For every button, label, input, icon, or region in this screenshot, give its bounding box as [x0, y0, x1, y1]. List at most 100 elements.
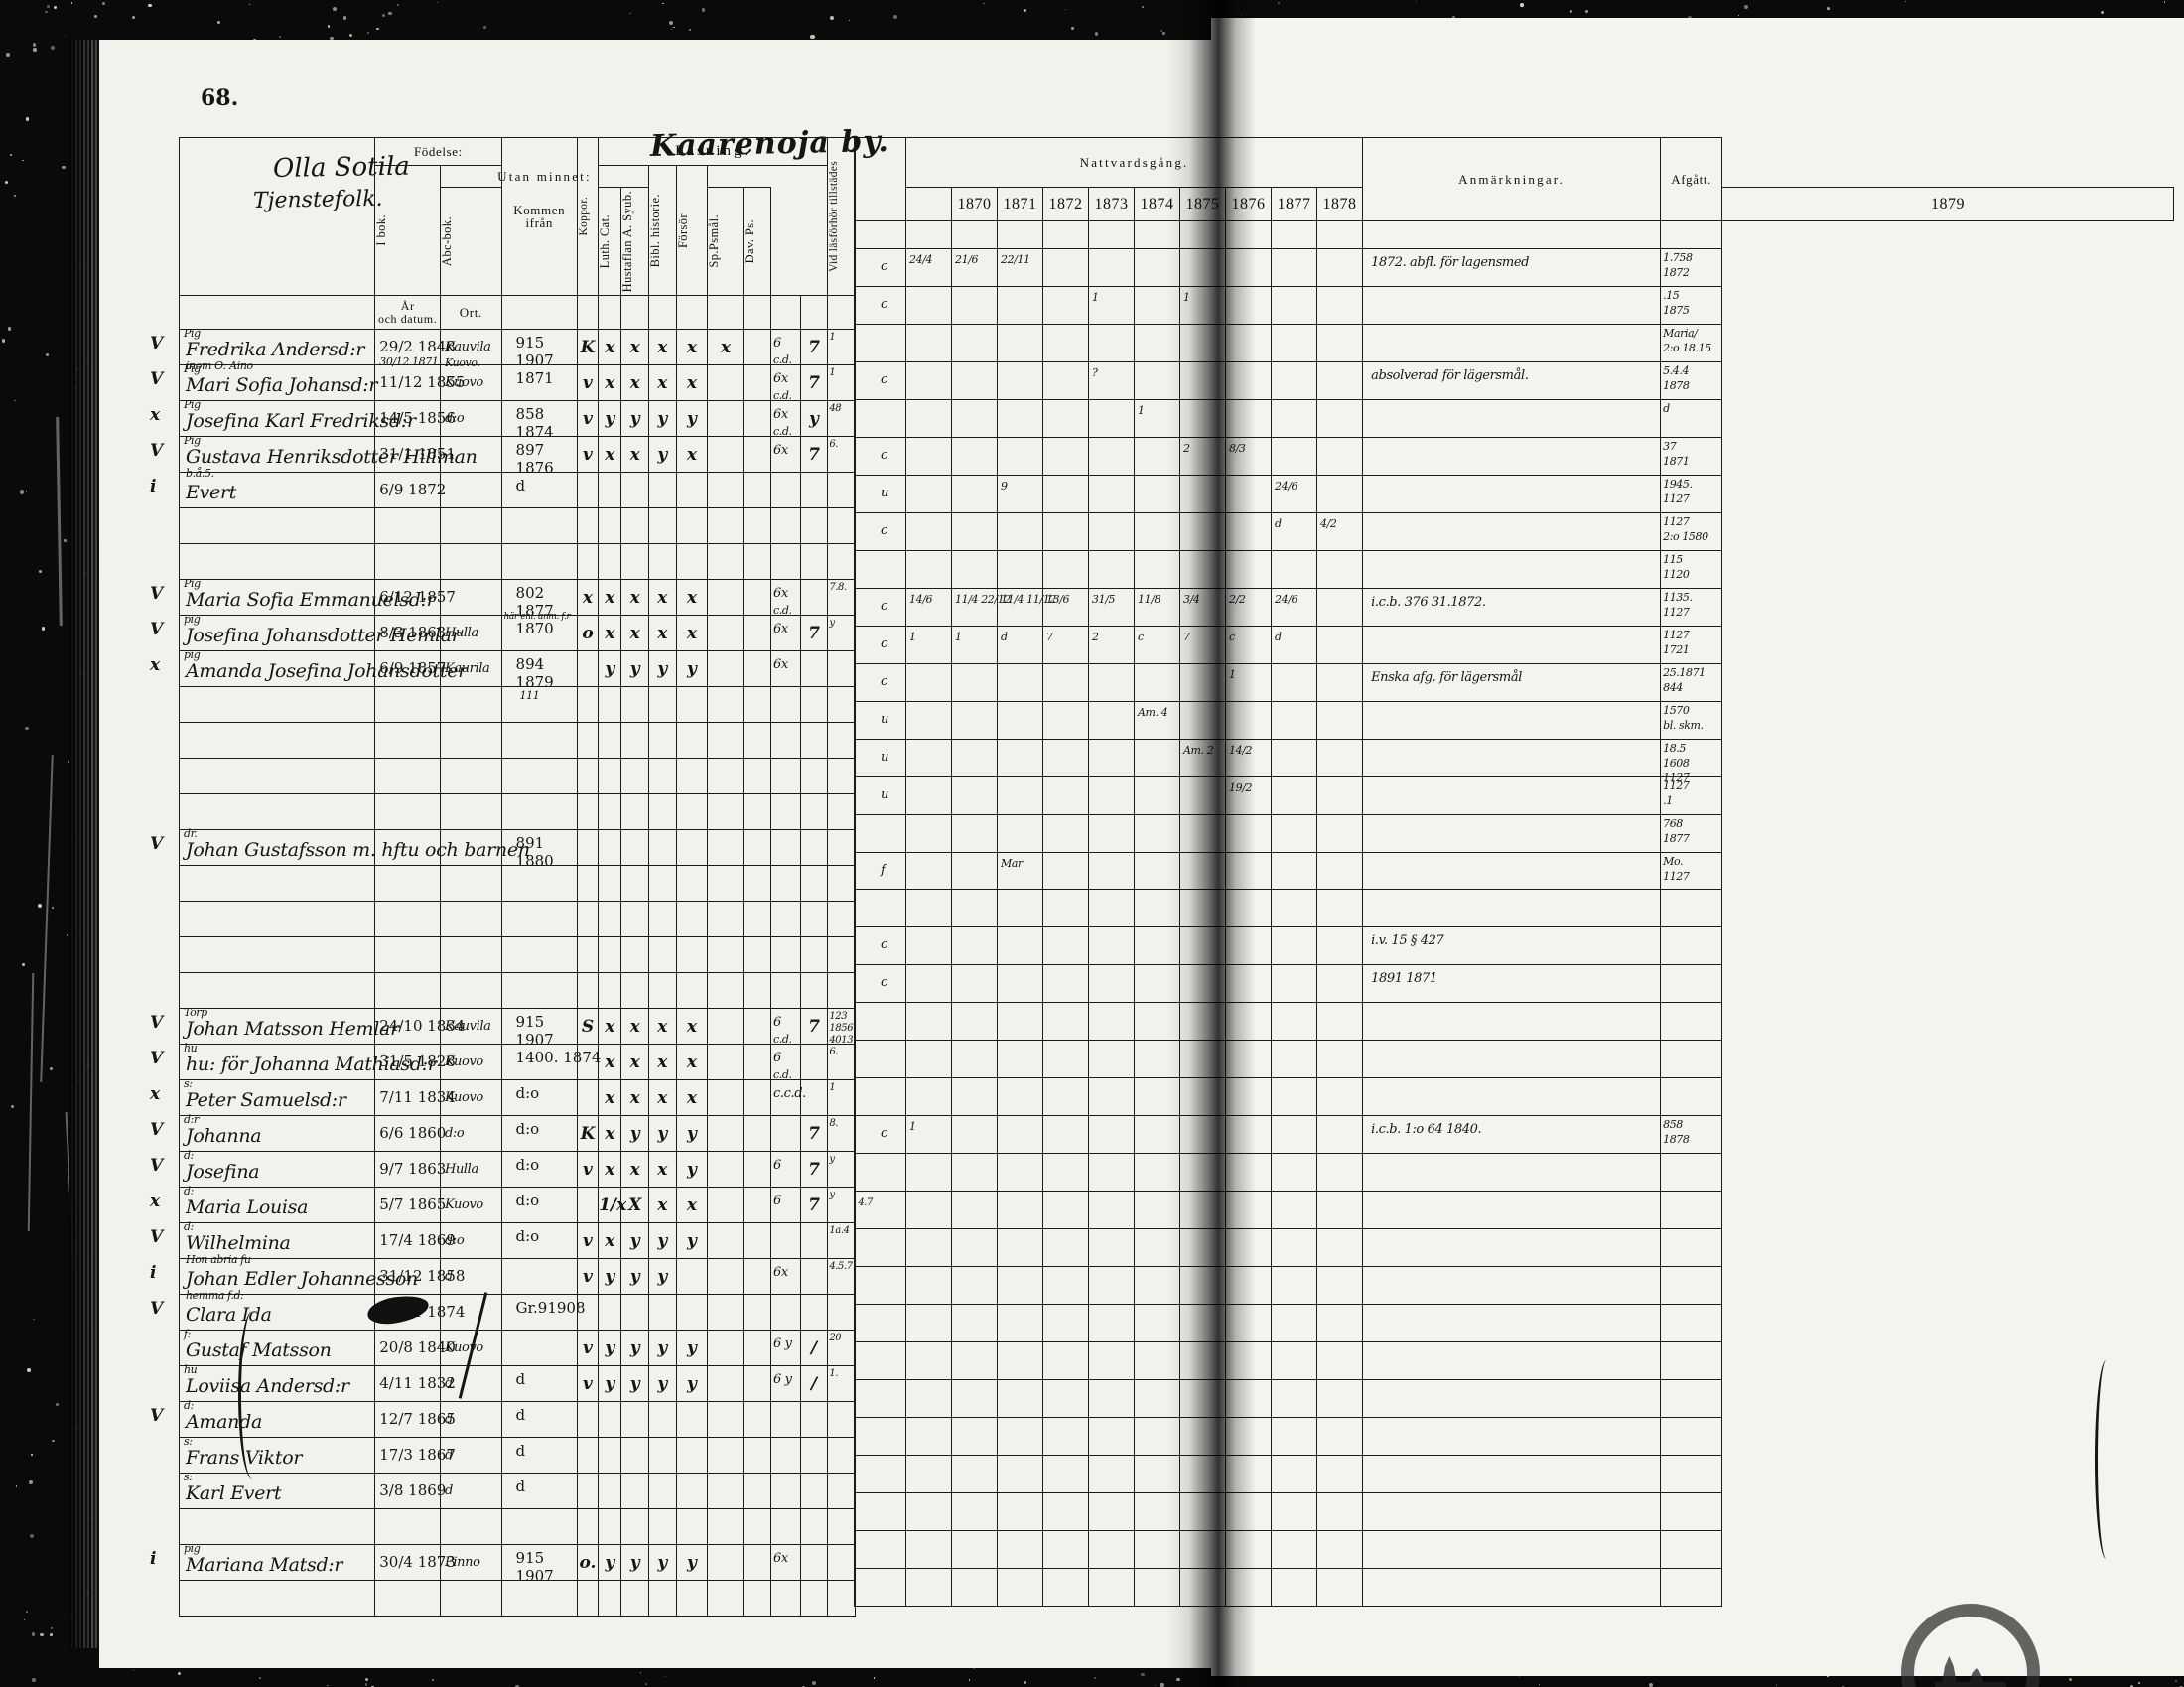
cell-reading-3 — [675, 1258, 709, 1296]
cell-dav-ps — [743, 1151, 771, 1189]
birth-date: 5/7 1865 — [379, 1195, 447, 1214]
table-row — [854, 1379, 2174, 1419]
cell-afgatt: d — [1660, 398, 1723, 438]
birth-place: Pinno — [445, 1555, 480, 1571]
table-row: i Evert 6/9 1872 d — [150, 472, 856, 509]
cell-reading-2 — [647, 758, 677, 795]
cell-reading-0-value: x — [605, 1123, 615, 1144]
cell-reading-3-value: x — [686, 1087, 698, 1108]
cell-communion-1875 — [1134, 1077, 1180, 1117]
communion-mark: d — [1275, 630, 1282, 643]
table-row: V Pig Fredrika Andersd:r inom O: Aino 29/2 1… — [150, 327, 856, 372]
cell-reading-3 — [675, 901, 709, 938]
cell-reading-3 — [675, 543, 709, 581]
cell-reading-4 — [707, 1079, 745, 1117]
cell-communion-1872 — [997, 1529, 1043, 1569]
cell-anmarkningar — [1362, 1341, 1662, 1381]
cell-communion-1870 — [905, 889, 952, 928]
cell-reading-1: y — [620, 1115, 649, 1153]
cell-smallpox: S — [576, 1008, 600, 1046]
cell-reading-0-value: x — [605, 1159, 615, 1180]
cell-communion-1870 — [905, 1455, 952, 1493]
cell-communion-1871 — [951, 1040, 998, 1079]
cell-bibl-historie — [769, 793, 801, 831]
dust-speck — [32, 1678, 36, 1682]
cell-reading-0: 1/x — [598, 1187, 626, 1224]
table-row: c 1891 1871 — [854, 964, 2174, 1004]
cell-reading-0 — [598, 1508, 622, 1546]
cell-communion-1870 — [905, 700, 952, 740]
header-spacer-3 — [647, 295, 677, 331]
cell-vid-lasforhor — [827, 650, 856, 688]
cell-reading-3 — [675, 793, 709, 831]
cell-communion-status: c — [854, 436, 906, 476]
cell-reading-0: x — [598, 1079, 622, 1117]
year-column-header-1874: 1874 — [1134, 187, 1180, 221]
cell-communion-1876 — [1179, 1002, 1226, 1042]
cell-reading-4 — [707, 1580, 745, 1617]
cell-name — [178, 1508, 376, 1546]
cell-smallpox: v — [576, 364, 600, 402]
cell-communion-1871 — [951, 1266, 998, 1306]
note-text: i.v. 15 § 427 — [1371, 933, 1444, 949]
cell-name: V Pig Maria Sofia Emmanuelsd:r — [150, 577, 436, 617]
communion-mark: 8/3 — [1229, 441, 1246, 455]
afgatt-value: 844 — [1663, 680, 1683, 694]
cell-communion-1878 — [1271, 1379, 1317, 1419]
cell-reading-0-value: x — [605, 587, 615, 608]
header-smallpox: Koppor. — [576, 136, 600, 297]
cell-afgatt — [1660, 1002, 1723, 1042]
table-row — [854, 1341, 2174, 1381]
cell-birth-place: d:o — [440, 1115, 502, 1153]
dust-speck — [55, 1402, 59, 1406]
cell-communion-1876 — [1179, 1040, 1226, 1079]
cell-afgatt — [1660, 1341, 1723, 1381]
cell-communion-1878 — [1271, 926, 1317, 966]
cell-reading-0-value: y — [605, 408, 615, 429]
cell-communion-1874 — [1088, 398, 1135, 438]
cell-reading-4: x — [707, 329, 745, 366]
cell-smallpox — [576, 865, 600, 903]
afgatt-value: .1 — [1663, 793, 1673, 807]
cell-came-from: 802 1877 — [500, 579, 578, 620]
person-name: Johanna — [186, 1125, 262, 1148]
cell-smallpox: o. — [576, 1544, 600, 1582]
cell-bibl-historie — [769, 1401, 801, 1439]
cell-communion-1879 — [1315, 1002, 1364, 1042]
dust-speck — [32, 47, 37, 52]
cell-vid-lasforhor — [827, 1437, 856, 1475]
afgatt-value: 5.4.4 — [1663, 363, 1690, 377]
dust-speck — [29, 1479, 34, 1484]
dust-speck — [23, 1618, 26, 1621]
cell-forsor-value: 7 — [808, 1195, 820, 1215]
cell-communion-1871 — [951, 474, 998, 513]
afgatt-value: d — [1663, 401, 1670, 415]
header-afgatt: Afgått. — [1660, 137, 1723, 221]
table-row: 768 1877 — [854, 813, 2174, 853]
cell-vid-lasforhor: y 4.7 — [827, 1187, 873, 1224]
dust-speck — [1, 338, 6, 343]
cell-communion-1870 — [905, 360, 952, 400]
cell-communion-1876: 7 — [1179, 625, 1226, 664]
cell-communion-1879 — [1315, 775, 1364, 815]
cell-reading-2-value: y — [657, 408, 668, 429]
cell-communion-1877: 1 — [1225, 662, 1272, 702]
cell-communion-1876 — [1179, 474, 1226, 513]
table-row: c 1 1 .15 1875 — [854, 285, 2174, 325]
cell-communion-1870 — [905, 851, 952, 891]
cell-communion-1874 — [1088, 1153, 1135, 1193]
cell-communion-1879 — [1315, 813, 1364, 853]
cell-dav-ps — [743, 1401, 771, 1439]
cell-communion-1872 — [997, 1077, 1043, 1117]
cell-birth-place — [440, 1580, 502, 1617]
header-abc-bok: Abc-bok. — [440, 186, 502, 297]
cell-reading-1: y — [620, 1365, 649, 1403]
cell-came-from: 897 1876 — [500, 436, 578, 477]
cell-communion-1873 — [1042, 1529, 1089, 1569]
cell-forsor — [799, 901, 829, 938]
cell-communion-1877: 2/2 — [1225, 587, 1272, 627]
